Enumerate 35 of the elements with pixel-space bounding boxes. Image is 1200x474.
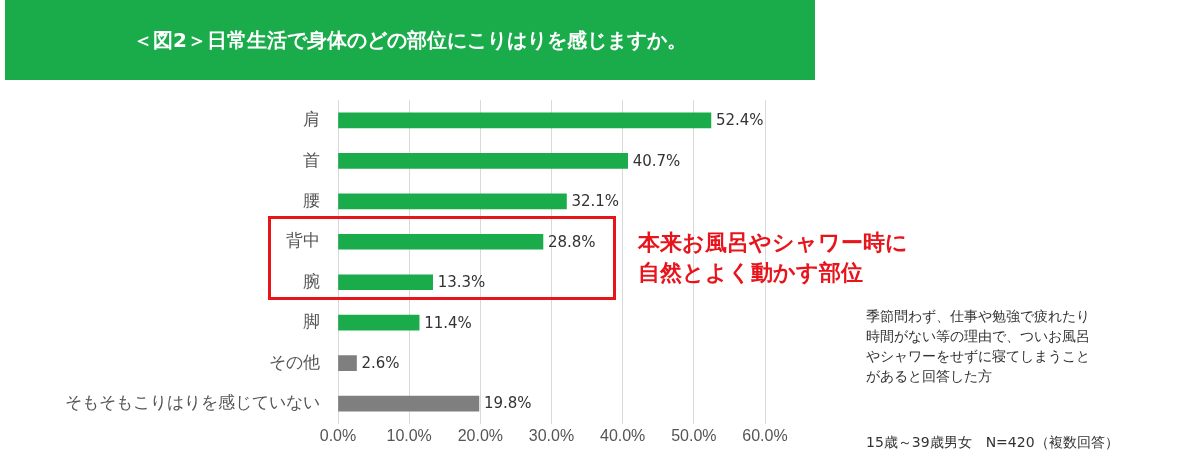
data-label: 40.7%: [632, 151, 681, 170]
y-tick-label: そもそもこりはりを感じていない: [65, 393, 320, 413]
x-tick-label: 50.0%: [671, 426, 717, 444]
bar: [338, 153, 628, 169]
y-tick-label: 肩: [303, 110, 320, 130]
y-tick-label: その他: [269, 352, 320, 372]
data-label: 19.8%: [483, 394, 532, 413]
y-tick-label: 背中: [286, 231, 320, 251]
bar: [338, 233, 544, 250]
data-label: 32.1%: [571, 192, 620, 211]
x-tick-label: 10.0%: [386, 426, 432, 444]
x-tick-label: 0.0%: [319, 426, 357, 444]
data-label: 13.3%: [437, 273, 486, 292]
text: 15歳～39歳男女 N=420（複数回答）: [866, 434, 1119, 452]
data-label: 2.6%: [361, 354, 400, 373]
y-tick-label: 腰: [303, 191, 320, 211]
y-tick-label: 首: [303, 150, 320, 170]
data-label: 52.4%: [715, 111, 764, 130]
bar: [338, 193, 567, 210]
x-tick-label: 40.0%: [599, 426, 646, 444]
bar: [338, 395, 480, 412]
bar: [338, 274, 433, 291]
annotation: 本来お風呂やシャワー時に自然とよく動かす部位: [638, 229, 909, 287]
text: 季節問わず、仕事や勉強で疲れたり時間がない等の理由で、ついお風呂やシャワーをせずに寝てしまうことがあると回答した方: [866, 307, 1091, 386]
chart-title: ＜図2＞日常生活で身体のどの部位にこりはりを感じますか。: [5, 0, 815, 80]
bar: [338, 314, 420, 331]
x-tick-label: 60.0%: [742, 426, 788, 444]
data-label: 11.4%: [424, 313, 472, 332]
x-tick-label: 20.0%: [457, 426, 504, 444]
data-label: 28.8%: [547, 232, 596, 251]
x-tick-label: 30.0%: [528, 426, 575, 444]
y-tick-label: 脚: [303, 312, 320, 332]
bar: [338, 112, 712, 129]
bar: [338, 355, 357, 371]
y-tick-label: 腕: [303, 271, 320, 291]
